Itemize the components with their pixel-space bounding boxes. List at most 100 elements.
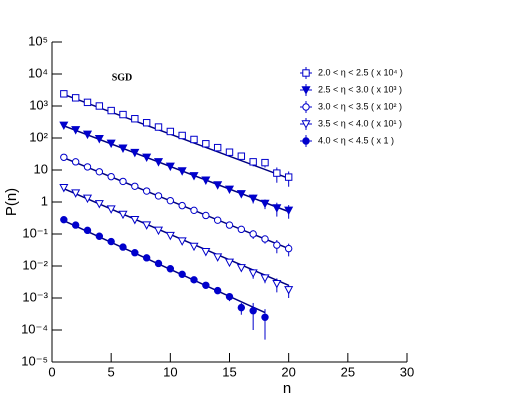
marker: [94, 135, 104, 144]
marker: [224, 185, 235, 195]
x-tick-label: 5: [108, 364, 115, 379]
marker: [201, 176, 211, 185]
x-axis-label: n: [283, 380, 291, 397]
marker: [119, 177, 127, 186]
marker: [107, 172, 115, 181]
y-tick-label: 1: [41, 193, 48, 208]
marker: [166, 196, 175, 205]
x-tick-label: 30: [400, 364, 414, 379]
marker: [142, 254, 151, 262]
marker: [272, 204, 282, 213]
marker: [190, 276, 198, 284]
legend-label: 2.0 < η < 2.5 ( x 10⁴ ): [318, 67, 403, 77]
marker: [165, 162, 175, 172]
marker: [59, 183, 69, 193]
x-tick-label: 20: [281, 364, 295, 379]
marker: [130, 148, 140, 158]
y-tick-label: 10⁻²: [22, 257, 48, 272]
marker: [213, 253, 223, 262]
marker: [261, 313, 269, 321]
marker: [60, 215, 68, 224]
y-tick-label: 10⁻⁵: [21, 353, 48, 368]
marker: [83, 98, 92, 107]
marker: [213, 216, 222, 224]
marker: [119, 110, 127, 119]
legend-marker: [302, 103, 310, 111]
marker: [202, 281, 210, 289]
marker: [166, 265, 175, 273]
marker: [106, 139, 116, 149]
marker: [95, 168, 104, 176]
fit-line: [63, 220, 266, 314]
x-tick-label: 10: [163, 364, 177, 379]
marker: [261, 158, 269, 167]
marker: [131, 115, 139, 123]
marker: [60, 153, 68, 161]
marker: [237, 152, 246, 160]
legend-label: 3.5 < η < 4.0 ( x 10¹ ): [318, 118, 402, 128]
marker: [118, 144, 128, 153]
marker: [190, 135, 198, 144]
marker: [118, 210, 128, 220]
annotation: SGD: [112, 72, 133, 83]
marker: [260, 274, 270, 283]
marker: [260, 199, 270, 209]
marker: [177, 167, 187, 176]
y-tick-label: 10⁻¹: [22, 225, 48, 240]
marker: [166, 127, 175, 136]
marker: [284, 244, 293, 253]
marker: [225, 148, 234, 156]
legend-marker: [301, 120, 311, 129]
marker: [249, 307, 257, 315]
x-tick-label: 0: [48, 364, 55, 379]
marker: [178, 270, 186, 279]
x-tick-label: 15: [222, 364, 236, 379]
y-axis-label: P(n): [3, 188, 20, 216]
marker: [71, 189, 81, 198]
marker: [237, 225, 246, 234]
marker: [177, 237, 187, 246]
marker: [201, 247, 211, 257]
marker: [165, 231, 175, 241]
marker: [236, 190, 246, 199]
marker: [213, 286, 222, 295]
marker: [202, 140, 210, 148]
y-tick-label: 10²: [29, 129, 48, 144]
legend-marker: [302, 137, 310, 145]
marker: [83, 226, 92, 235]
marker: [131, 182, 139, 190]
marker: [142, 153, 152, 163]
legend-label: 2.5 < η < 3.0 ( x 10³ ): [318, 84, 402, 94]
marker: [107, 106, 115, 115]
marker: [119, 243, 127, 251]
marker: [142, 221, 152, 230]
marker: [249, 230, 257, 238]
marker: [83, 163, 92, 171]
marker: [107, 237, 115, 246]
marker: [154, 259, 163, 268]
marker: [71, 94, 80, 102]
marker: [273, 169, 281, 177]
legend-marker: [301, 86, 311, 95]
marker: [153, 158, 164, 167]
marker: [106, 205, 116, 214]
marker: [60, 90, 68, 98]
marker: [82, 194, 93, 204]
marker: [213, 181, 223, 190]
marker: [249, 158, 257, 166]
marker: [130, 215, 140, 225]
marker: [213, 143, 222, 152]
marker: [95, 102, 104, 110]
marker: [94, 200, 104, 209]
legend-label: 4.0 < η < 4.5 ( x 1 ): [318, 135, 394, 145]
marker: [142, 119, 151, 127]
marker: [225, 221, 234, 229]
marker: [224, 258, 235, 268]
marker: [273, 241, 281, 249]
marker: [236, 264, 246, 273]
marker: [178, 201, 186, 210]
marker: [95, 232, 104, 240]
marker: [154, 192, 163, 200]
marker: [284, 173, 293, 181]
